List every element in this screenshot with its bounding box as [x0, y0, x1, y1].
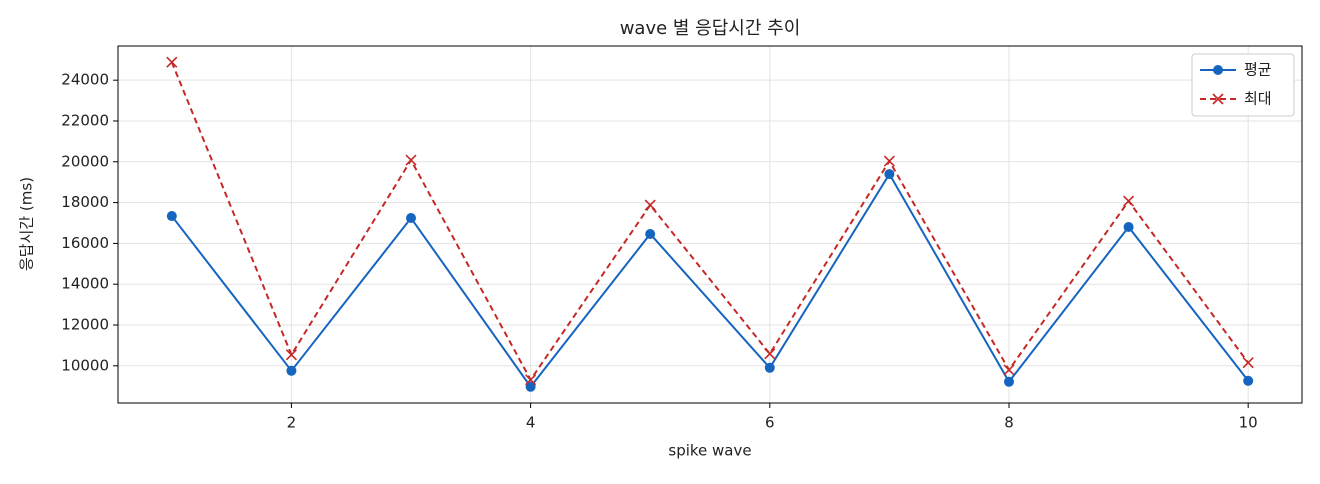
legend-marker: [1212, 93, 1224, 105]
y-tick-label: 10000: [61, 356, 109, 374]
data-point: [405, 154, 417, 166]
y-tick-label: 16000: [61, 234, 109, 252]
data-point: [1242, 357, 1254, 369]
y-tick-label: 22000: [61, 111, 109, 129]
data-point: [166, 56, 178, 68]
data-point: [406, 213, 417, 224]
legend-label: 평균: [1244, 61, 1272, 79]
data-point: [525, 374, 537, 386]
x-tick-label: 8: [1004, 414, 1014, 432]
y-tick-label: 24000: [61, 71, 109, 89]
data-point: [764, 348, 776, 360]
data-point: [1003, 364, 1015, 376]
x-tick-label: 4: [526, 414, 536, 432]
y-tick-label: 18000: [61, 193, 109, 211]
data-point: [285, 349, 297, 361]
y-tick-label: 12000: [61, 316, 109, 334]
data-point: [883, 155, 895, 167]
y-tick-label: 14000: [61, 275, 109, 293]
legend-label: 최대: [1244, 90, 1272, 108]
data-point: [1123, 221, 1134, 232]
plot-frame: [117, 45, 1303, 404]
data-point: [645, 228, 656, 239]
chart-title: wave 별 응답시간 추이: [620, 18, 801, 39]
data-point: [1243, 375, 1254, 386]
data-point: [1003, 376, 1014, 387]
x-tick-label: 6: [765, 414, 775, 432]
data-point: [286, 365, 297, 376]
data-point: [644, 199, 656, 211]
series-line: [171, 172, 1249, 389]
legend-box: [1191, 53, 1295, 117]
legend-marker: [1213, 65, 1223, 75]
data-point: [764, 362, 775, 373]
x-tick-label: 2: [287, 414, 297, 432]
data-point: [525, 381, 536, 392]
series-line: [170, 61, 1249, 382]
y-axis-label: 응답시간 (ms): [18, 177, 36, 271]
data-point: [166, 211, 177, 222]
x-axis-label: spike wave: [668, 442, 751, 460]
data-point: [1123, 195, 1135, 207]
y-tick-label: 20000: [61, 152, 109, 170]
data-point: [884, 169, 895, 180]
x-tick-label: 10: [1239, 414, 1258, 432]
